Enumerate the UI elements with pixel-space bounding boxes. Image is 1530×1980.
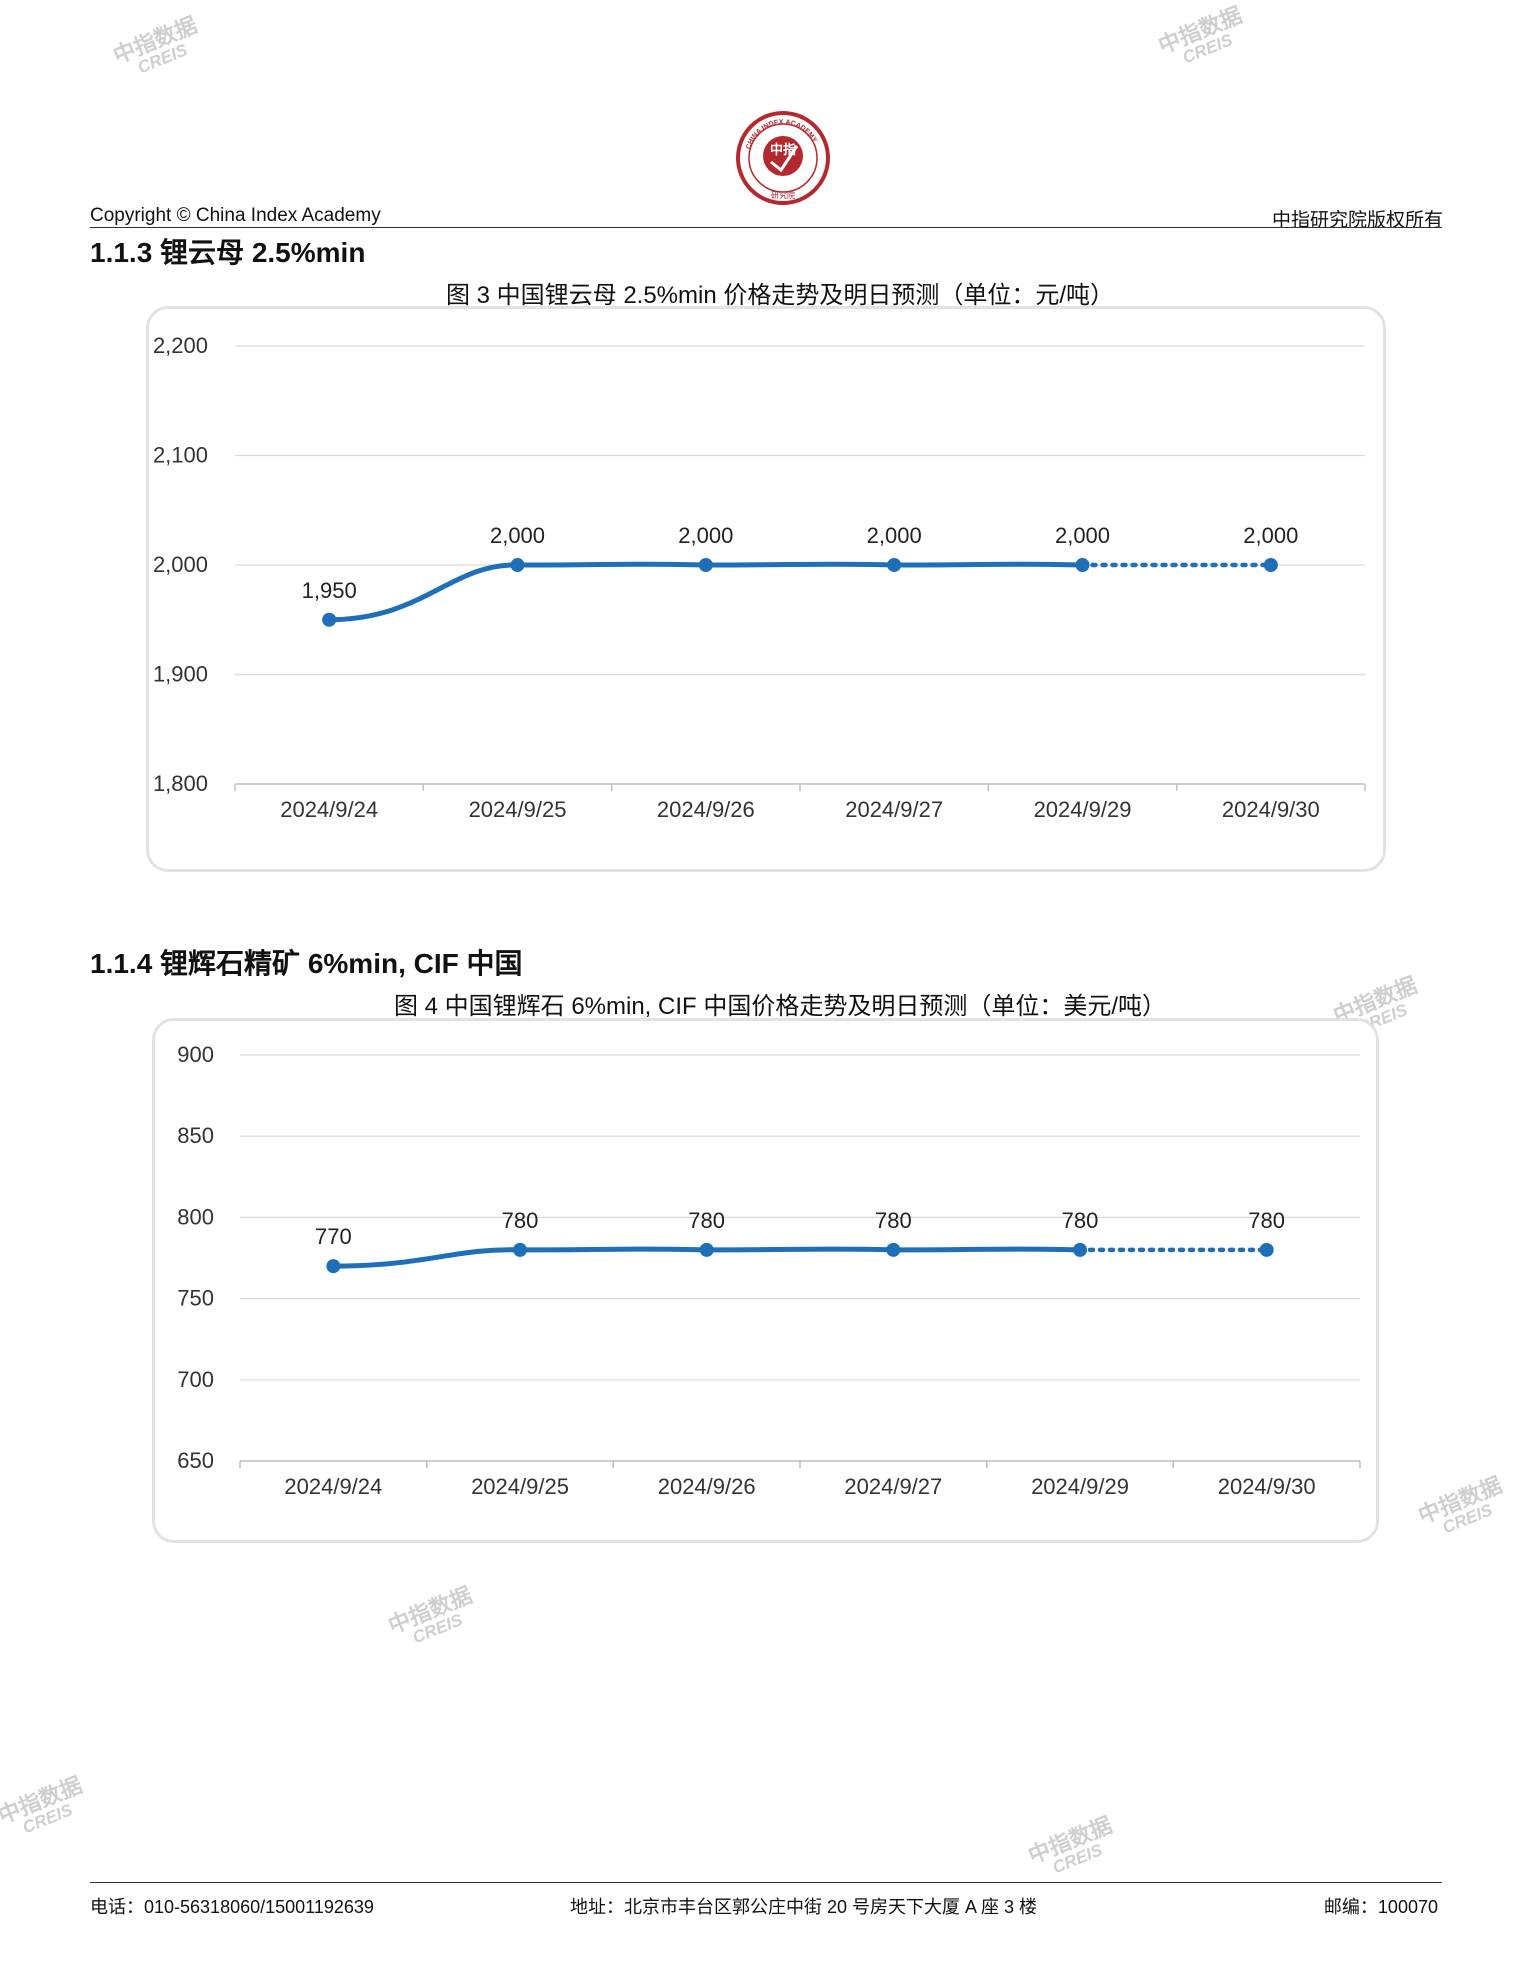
x-tick-label: 2024/9/30 xyxy=(1222,797,1320,822)
y-tick-label: 700 xyxy=(177,1367,214,1392)
y-tick-label: 1,900 xyxy=(153,662,208,687)
data-label: 2,000 xyxy=(867,523,922,548)
data-label: 770 xyxy=(315,1224,352,1249)
chart-title-1: 图 3 中国锂云母 2.5%min 价格走势及明日预测（单位：元/吨） xyxy=(445,282,1115,309)
data-point xyxy=(698,558,713,572)
y-tick-label: 2,100 xyxy=(153,443,208,468)
header-divider xyxy=(90,227,1442,228)
x-tick-label: 2024/9/30 xyxy=(1218,1474,1316,1499)
data-label: 2,000 xyxy=(678,523,733,548)
data-point xyxy=(326,1259,341,1274)
data-label: 2,000 xyxy=(1243,523,1298,548)
x-tick-label: 2024/9/24 xyxy=(280,797,378,822)
data-point xyxy=(1073,1242,1087,1257)
data-label: 780 xyxy=(1248,1208,1285,1233)
data-point xyxy=(510,558,525,572)
data-label: 780 xyxy=(502,1208,539,1233)
data-label: 780 xyxy=(688,1208,725,1233)
x-tick-label: 2024/9/26 xyxy=(658,1474,756,1499)
data-point xyxy=(1075,558,1090,572)
data-point xyxy=(1259,1242,1274,1257)
x-tick-label: 2024/9/26 xyxy=(657,797,755,822)
section-heading-1: 1.1.3 锂云母 2.5%min xyxy=(90,237,366,268)
y-tick-label: 2,200 xyxy=(153,333,208,358)
y-tick-label: 2,000 xyxy=(153,552,208,577)
china-index-academy-logo: 中指 研究院 CHINA INDEX ACADEMY xyxy=(736,111,830,205)
copyright-header: Copyright © China Index Academy xyxy=(90,205,381,226)
data-label: 2,000 xyxy=(1055,523,1110,548)
x-tick-label: 2024/9/27 xyxy=(845,797,943,822)
chart-frame-1 xyxy=(146,306,1386,872)
x-tick-label: 2024/9/25 xyxy=(471,1474,569,1499)
data-point xyxy=(699,1242,714,1257)
data-label: 780 xyxy=(1062,1208,1099,1233)
logo-bottom-text: 研究院 xyxy=(771,190,795,200)
rights-header: 中指研究院版权所有 xyxy=(1271,209,1443,231)
x-tick-label: 2024/9/27 xyxy=(844,1474,942,1499)
data-point xyxy=(1263,558,1278,572)
footer-postcode: 邮编：100070 xyxy=(1323,1897,1438,1917)
footer-phone: 电话：010-56318060/15001192639 xyxy=(90,1897,374,1917)
footer-address: 地址：北京市丰台区郭公庄中街 20 号房天下大厦 A 座 3 楼 xyxy=(570,1897,1038,1917)
chart-frame-2 xyxy=(152,1018,1379,1543)
y-tick-label: 900 xyxy=(177,1042,214,1067)
chart-title-2: 图 4 中国锂辉石 6%min, CIF 中国价格走势及明日预测（单位：美元/吨… xyxy=(393,993,1167,1020)
data-point xyxy=(887,558,902,572)
y-tick-label: 800 xyxy=(177,1204,214,1229)
y-tick-label: 750 xyxy=(177,1286,214,1311)
data-label: 1,950 xyxy=(302,578,357,603)
data-point xyxy=(513,1242,527,1257)
data-label: 780 xyxy=(875,1208,912,1233)
y-tick-label: 850 xyxy=(177,1123,214,1148)
section-heading-2: 1.1.4 锂辉石精矿 6%min, CIF 中国 xyxy=(90,948,523,979)
data-point xyxy=(322,612,337,627)
x-tick-label: 2024/9/29 xyxy=(1031,1474,1129,1499)
x-tick-label: 2024/9/29 xyxy=(1034,797,1132,822)
x-tick-label: 2024/9/25 xyxy=(469,797,567,822)
footer-divider xyxy=(90,1882,1442,1883)
data-label: 2,000 xyxy=(490,523,545,548)
y-tick-label: 650 xyxy=(177,1448,214,1473)
logo-center-text: 中指 xyxy=(770,142,796,157)
y-tick-label: 1,800 xyxy=(153,771,208,796)
x-tick-label: 2024/9/24 xyxy=(284,1474,382,1499)
data-point xyxy=(886,1242,901,1257)
